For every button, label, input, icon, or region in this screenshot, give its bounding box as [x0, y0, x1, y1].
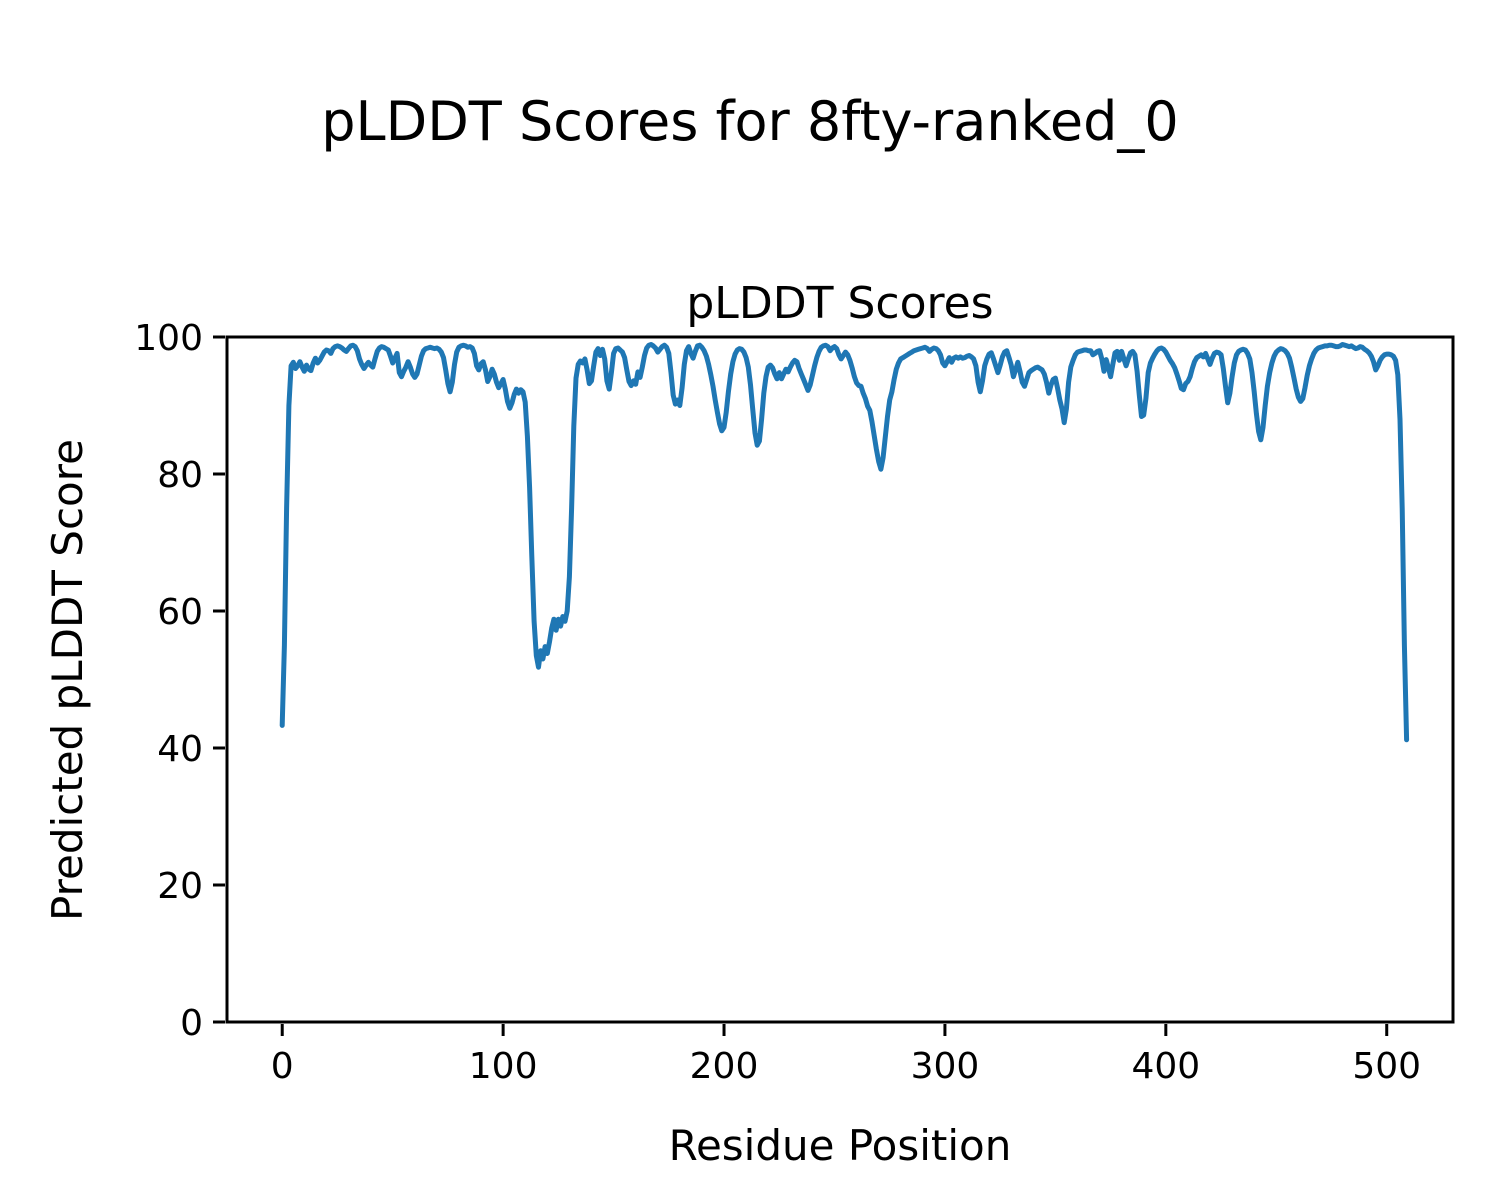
x-tick-label: 100	[469, 1046, 538, 1087]
plddt-score-line	[279, 342, 1410, 743]
figure-suptitle: pLDDT Scores for 8fty-ranked_0	[321, 90, 1178, 153]
y-tick-label: 80	[157, 455, 203, 496]
y-tick-label: 0	[180, 1003, 203, 1044]
x-tick-label: 400	[1131, 1046, 1200, 1087]
plddt-line-series	[279, 342, 1410, 743]
x-tick-label: 500	[1352, 1046, 1421, 1087]
x-tick-label: 200	[690, 1046, 759, 1087]
y-tick-label: 20	[157, 866, 203, 907]
x-axis-ticks: 0 100 200 300 400 500	[271, 1024, 1421, 1087]
axes-title: pLDDT Scores	[686, 278, 993, 329]
plot-frame	[225, 335, 1455, 1024]
y-axis-label: Predicted pLDDT Score	[43, 439, 92, 921]
x-axis-label: Residue Position	[669, 1121, 1012, 1170]
x-tick-label: 300	[911, 1046, 980, 1087]
y-tick-label: 60	[157, 592, 203, 633]
y-tick-label: 100	[134, 318, 203, 359]
x-tick-label: 0	[271, 1046, 294, 1087]
y-axis-ticks: 0 20 40 60 80 100	[134, 318, 225, 1044]
y-tick-label: 40	[157, 729, 203, 770]
